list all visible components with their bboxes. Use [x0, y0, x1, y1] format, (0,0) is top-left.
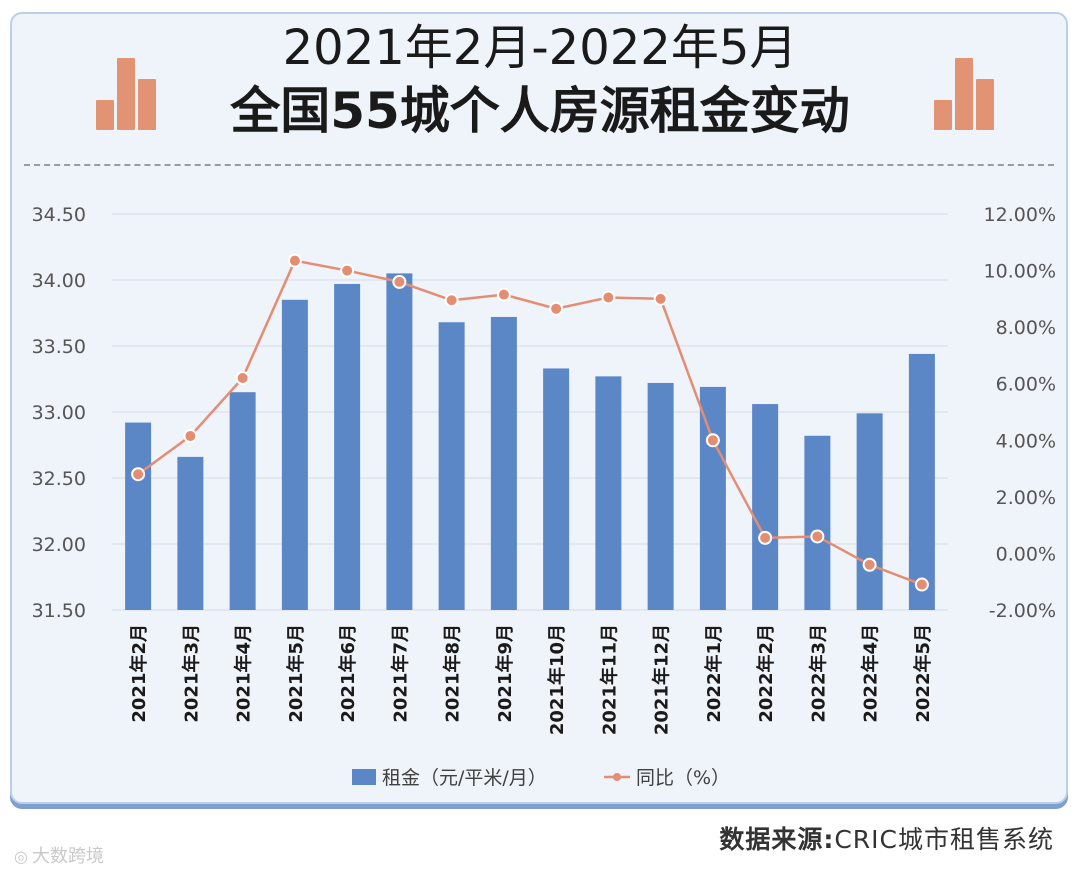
legend-bar-swatch — [352, 769, 376, 785]
left-tick-label: 34.50 — [32, 204, 86, 226]
bar-decoration-right-icon — [934, 58, 994, 130]
line-point — [705, 433, 720, 448]
right-tick-label: 2.00% — [996, 487, 1056, 509]
legend-bar-label: 租金（元/平米/月） — [382, 767, 547, 789]
left-tick-label: 31.50 — [32, 600, 86, 622]
legend: 租金（元/平米/月） 同比（%） — [352, 767, 730, 789]
line-point — [496, 287, 511, 302]
bar — [490, 316, 517, 610]
bar — [752, 404, 779, 610]
right-tick-label: 0.00% — [996, 543, 1056, 565]
title-block: 2021年2月-2022年5月 全国55城个人房源租金变动 — [0, 18, 1080, 144]
x-tick-label: 2022年4月 — [860, 624, 882, 723]
line-point — [392, 274, 407, 289]
line-point — [549, 301, 564, 316]
line-point — [183, 429, 198, 444]
line-point — [810, 529, 825, 544]
bar-series — [125, 273, 935, 610]
line-point — [601, 290, 616, 305]
x-tick-label: 2021年4月 — [233, 624, 255, 723]
line-point — [444, 293, 459, 308]
line-point — [131, 467, 146, 482]
x-tick-label: 2021年8月 — [442, 624, 464, 723]
x-tick-label: 2022年1月 — [703, 624, 725, 723]
data-source: 数据来源:CRIC城市租售系统 — [719, 820, 1054, 856]
line-point — [914, 577, 929, 592]
left-tick-label: 33.00 — [32, 402, 86, 424]
logo-icon: ◎ — [14, 847, 28, 866]
right-axis-ticks: -2.00% 0.00% 2.00% 4.00% 6.00% 8.00% 10.00% 12.… — [984, 204, 1056, 622]
bar — [334, 283, 361, 610]
bar — [177, 456, 204, 610]
watermark-text: 大数跨境 — [31, 846, 104, 867]
right-tick-label: 4.00% — [996, 430, 1056, 452]
x-tick-label: 2021年12月 — [651, 624, 673, 735]
chart-title: 2021年2月-2022年5月 — [282, 20, 798, 76]
right-tick-label: 8.00% — [996, 317, 1056, 339]
bar — [281, 299, 308, 610]
line-point — [287, 253, 302, 268]
line-point — [758, 530, 773, 545]
line-point — [235, 371, 250, 386]
source-text: CRIC城市租售系统 — [834, 825, 1054, 854]
rent-chart: 31.50 32.00 32.50 33.00 33.50 34.00 34.50 -2.0… — [32, 204, 1056, 789]
line-series — [131, 253, 929, 592]
x-tick-label: 2021年2月 — [128, 624, 150, 723]
bar — [856, 413, 883, 610]
x-tick-label: 2021年9月 — [494, 624, 516, 723]
left-tick-label: 32.50 — [32, 468, 86, 490]
yoy-line — [137, 259, 923, 586]
bar — [595, 376, 622, 610]
bar — [543, 368, 570, 610]
title-divider — [24, 164, 1054, 166]
watermark: ◎ 大数跨境 — [14, 842, 104, 868]
x-axis-labels: 2021年2月 2021年3月 2021年4月 2021年5月 2021年6月 2021年… — [128, 624, 934, 735]
bar — [908, 353, 935, 610]
x-tick-label: 2021年7月 — [389, 624, 411, 723]
left-axis-ticks: 31.50 32.00 32.50 33.00 33.50 34.00 34.50 — [32, 204, 86, 622]
right-tick-label: 6.00% — [996, 374, 1056, 396]
right-tick-label: -2.00% — [989, 600, 1056, 622]
x-tick-label: 2022年5月 — [912, 624, 934, 723]
line-point — [340, 263, 355, 278]
legend-line-marker — [613, 773, 621, 781]
x-tick-label: 2022年2月 — [755, 624, 777, 723]
bar — [229, 392, 256, 610]
x-tick-label: 2021年3月 — [180, 624, 202, 723]
right-tick-label: 10.00% — [984, 261, 1056, 283]
bar-decoration-left-icon — [96, 58, 156, 130]
x-tick-label: 2022年3月 — [807, 624, 829, 723]
chart-card — [10, 12, 1068, 804]
chart-subtitle: 全国55城个人房源租金变动 — [230, 82, 850, 140]
bar — [699, 386, 726, 610]
right-tick-label: 12.00% — [984, 204, 1056, 226]
x-tick-label: 2021年6月 — [337, 624, 359, 723]
bar — [386, 273, 413, 610]
legend-line-label: 同比（%） — [636, 767, 730, 789]
x-tick-label: 2021年5月 — [285, 624, 307, 723]
bar — [804, 435, 831, 610]
source-label: 数据来源: — [719, 825, 835, 854]
left-tick-label: 32.00 — [32, 534, 86, 556]
bar — [647, 382, 674, 610]
left-tick-label: 33.50 — [32, 336, 86, 358]
left-tick-label: 34.00 — [32, 270, 86, 292]
bar — [125, 422, 152, 610]
x-tick-label: 2021年10月 — [546, 624, 568, 735]
x-tick-label: 2021年11月 — [598, 624, 620, 735]
bar — [438, 322, 465, 610]
line-point — [862, 557, 877, 572]
line-point — [653, 291, 668, 306]
